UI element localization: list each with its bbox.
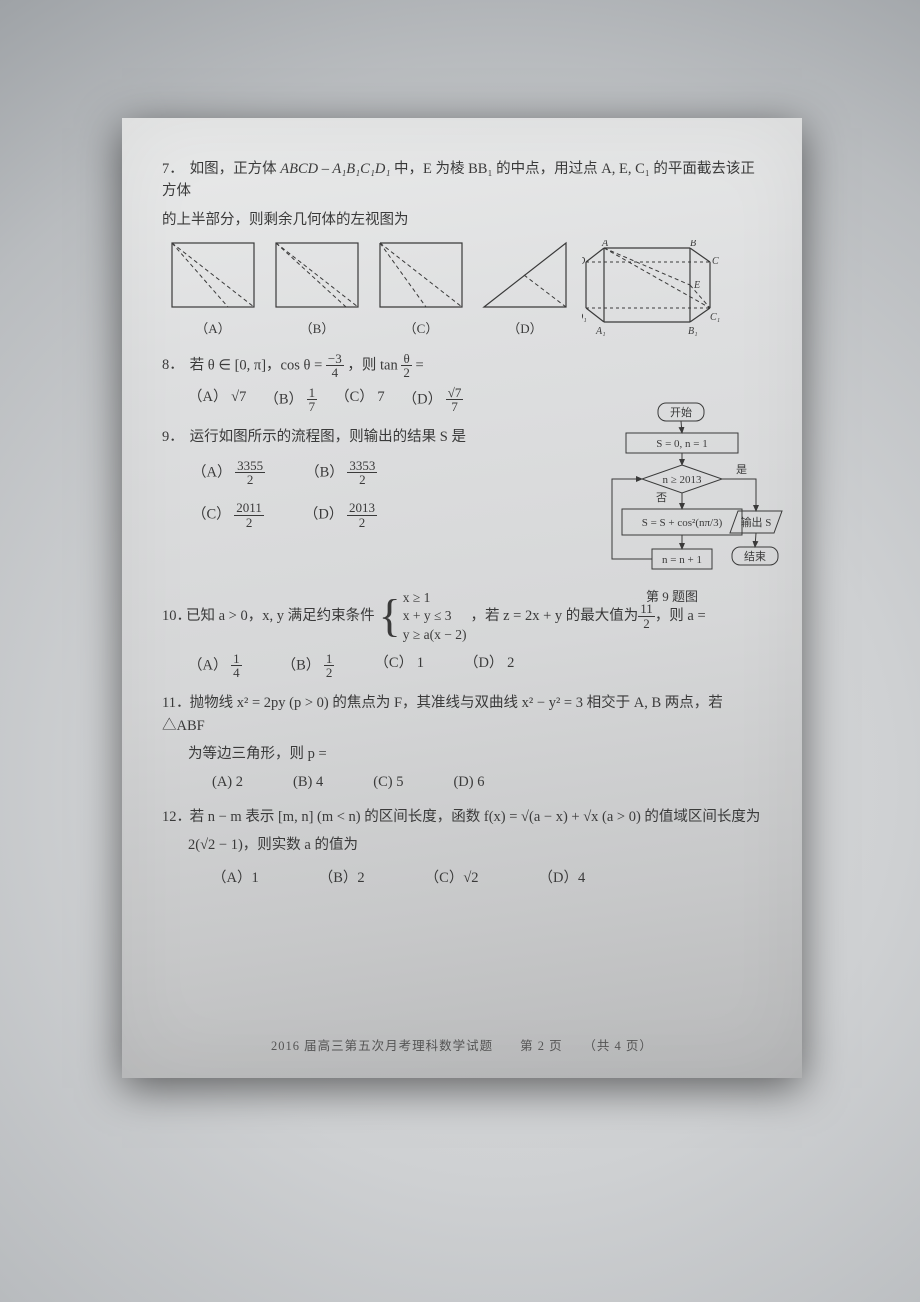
q7-option-a-fig: （A） bbox=[166, 237, 260, 339]
q7-option-d-fig: （D） bbox=[478, 237, 572, 339]
q11-stem: 抛物线 x² = 2py (p > 0) 的焦点为 F，其准线与双曲线 x² −… bbox=[162, 695, 723, 733]
svg-text:否: 否 bbox=[656, 492, 667, 504]
q11-opt-b: (B) 4 bbox=[293, 771, 323, 793]
q12-stem-a: 若 n − m 表示 [m, n] (m < n) 的区间长度，函数 f(x) … bbox=[190, 809, 761, 825]
q11-stem2: 为等边三角形，则 p = bbox=[188, 746, 327, 762]
q11-opt-d: (D) 6 bbox=[453, 771, 484, 793]
svg-text:C: C bbox=[712, 256, 719, 267]
question-12: 12． 若 n − m 表示 [m, n] (m < n) 的区间长度，函数 f… bbox=[162, 806, 766, 889]
q10-number: 10． bbox=[162, 605, 186, 627]
svg-text:C₁: C₁ bbox=[710, 312, 720, 323]
q7-stem-a: 如图，正方体 bbox=[190, 161, 281, 177]
q8-stem-mid: ，则 tan bbox=[347, 357, 401, 373]
q12-number: 12． bbox=[162, 806, 186, 828]
page-footer: 2016 届高三第五次月考理科数学试题 第 2 页 （共 4 页） bbox=[122, 1037, 802, 1056]
q9-number: 9． bbox=[162, 426, 186, 448]
q9-opt-a: （A） 33552 bbox=[192, 459, 265, 487]
q11-opt-c: (C) 5 bbox=[373, 771, 403, 793]
q9-opt-d: （D） 20132 bbox=[304, 501, 377, 529]
svg-text:E: E bbox=[693, 280, 700, 291]
q8-stem-suf: = bbox=[415, 357, 423, 373]
svg-text:开始: 开始 bbox=[670, 405, 692, 419]
q7-number: 7． bbox=[162, 158, 186, 180]
q10-stem-a: 已知 a > 0，x, y 满足约束条件 bbox=[186, 605, 375, 627]
q9-opt-b: （B） 33532 bbox=[305, 459, 377, 487]
q12-stem-b: 2(√2 − 1)，则实数 a 的值为 bbox=[188, 837, 358, 853]
q7-d-svg bbox=[478, 237, 572, 315]
q7-option-b-fig: （B） bbox=[270, 237, 364, 339]
q12-opt-b: （B）2 bbox=[319, 867, 365, 889]
q7-option-c-fig: （C） bbox=[374, 237, 468, 339]
svg-text:B₁: B₁ bbox=[688, 326, 698, 337]
q7-a-label: （A） bbox=[166, 319, 260, 339]
q7-b-svg bbox=[270, 237, 364, 315]
question-7: 7． 如图，正方体 ABCD – A₁B₁C₁D₁ 中，E 为棱 BB₁ 的中点… bbox=[162, 158, 766, 340]
svg-text:A: A bbox=[601, 240, 609, 249]
q8-cos-frac: −3 4 bbox=[326, 352, 344, 380]
q7-d-label: （D） bbox=[478, 319, 572, 339]
q7-a-svg bbox=[166, 237, 260, 315]
q10-stem-suf: ，则 a = bbox=[655, 605, 706, 627]
q10-constraints: { x ≥ 1 x + y ≤ 3 y ≥ a(x − 2) bbox=[379, 589, 467, 644]
q10-opt-c: （C） 1 bbox=[374, 652, 424, 680]
svg-text:D₁: D₁ bbox=[582, 312, 587, 323]
q7-figure-row: （A） （B） （C） bbox=[166, 237, 766, 339]
q10-opt-d: （D） 2 bbox=[464, 652, 514, 680]
q9-flowchart: 开始 S = 0, n = 1 n ≥ 2013 S = S + cos²(nπ/3)… bbox=[572, 393, 772, 607]
q10-opt-a: （A） 14 bbox=[188, 652, 242, 680]
q10-stem-mid: ，若 z = 2x + y 的最大值为 bbox=[470, 605, 638, 627]
q9-stem: 运行如图所示的流程图，则输出的结果 S 是 bbox=[190, 429, 466, 445]
q9-opt-c: （C） 20112 bbox=[192, 501, 264, 529]
question-9: 9． 运行如图所示的流程图，则输出的结果 S 是 （A） 33552 （B） 3… bbox=[162, 426, 542, 529]
question-11: 11． 抛物线 x² = 2py (p > 0) 的焦点为 F，其准线与双曲线 … bbox=[162, 692, 766, 794]
q7-stem-line2: 的上半部分，则剩余几何体的左视图为 bbox=[162, 212, 409, 228]
svg-text:n = n + 1: n = n + 1 bbox=[662, 554, 702, 566]
q10-opt-b: （B） 12 bbox=[282, 652, 335, 680]
q8-opt-a: （A） √7 bbox=[188, 386, 246, 414]
q8-number: 8． bbox=[162, 354, 186, 376]
q7-solid: ABCD – A₁B₁C₁D₁ bbox=[280, 161, 390, 177]
svg-text:A₁: A₁ bbox=[595, 326, 606, 337]
q7-b-label: （B） bbox=[270, 319, 364, 339]
q11-number: 11． bbox=[162, 692, 186, 714]
svg-text:B: B bbox=[690, 240, 696, 249]
q12-opt-a: （A）1 bbox=[212, 867, 259, 889]
q8-opt-c: （C） 7 bbox=[335, 386, 385, 414]
svg-text:输出 S: 输出 S bbox=[741, 515, 772, 529]
svg-text:S = 0, n = 1: S = 0, n = 1 bbox=[656, 438, 708, 450]
svg-text:S = S + cos²(nπ/3): S = S + cos²(nπ/3) bbox=[642, 517, 723, 529]
q8-opt-d: （D） √77 bbox=[403, 386, 464, 414]
q9-flow-caption: 第 9 题图 bbox=[572, 587, 772, 607]
q12-opt-d: （D）4 bbox=[539, 867, 586, 889]
q12-opt-c: （C）√2 bbox=[425, 867, 479, 889]
q11-opt-a: (A) 2 bbox=[212, 771, 243, 793]
q7-cube-diagram: AB CD A₁B₁ C₁D₁ E bbox=[582, 240, 732, 340]
exam-sheet: 7． 如图，正方体 ABCD – A₁B₁C₁D₁ 中，E 为棱 BB₁ 的中点… bbox=[122, 118, 802, 1078]
q8-stem-a: 若 θ ∈ [0, π]，cos θ = bbox=[190, 357, 326, 373]
q8-opt-b: （B） 17 bbox=[264, 386, 317, 414]
q7-c-svg bbox=[374, 237, 468, 315]
svg-text:n ≥ 2013: n ≥ 2013 bbox=[662, 474, 702, 486]
svg-text:是: 是 bbox=[736, 463, 747, 476]
q8-tan-frac: θ 2 bbox=[401, 352, 412, 380]
q7-c-label: （C） bbox=[374, 319, 468, 339]
svg-text:结束: 结束 bbox=[744, 550, 766, 563]
